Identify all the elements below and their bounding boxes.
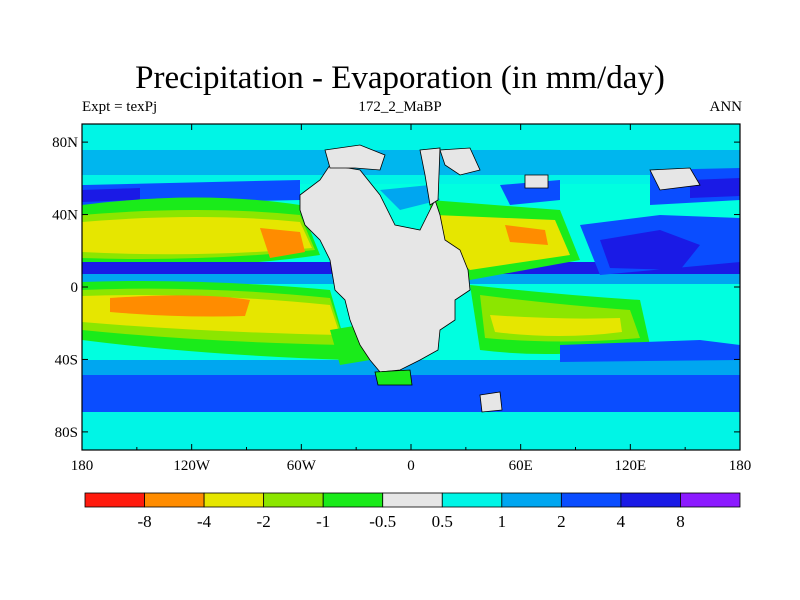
colorbar-swatch [560,492,622,508]
land-masses [299,144,701,413]
lon-tick-label: 60W [287,458,317,474]
colorbar: -8 -4 -2 -1 -0.5 0.5 1 2 4 8 [84,492,741,531]
lat-tick-label: 0 [71,280,79,296]
subtitle-experiment: Expt = texPj [82,99,158,115]
colorbar-label: 8 [676,512,685,531]
contour-fields [82,124,740,450]
lat-tick-label: 40S [55,352,78,368]
lon-tick-label: 120W [173,458,211,474]
colorbar-swatch [263,492,324,508]
map-axis-ticks: 180 120W 60W 0 60E 120E 180 80N 40N 0 40S 80S [52,124,751,474]
colorbar-label: -4 [197,512,212,531]
subtitle-period: 172_2_MaBP [358,99,442,115]
colorbar-label: 0.5 [432,512,453,531]
colorbar-label: 1 [498,512,507,531]
lon-tick-label: 180 [729,458,752,474]
colorbar-swatch [501,492,562,508]
colorbar-swatch [620,492,681,508]
colorbar-swatch [144,492,205,508]
colorbar-swatch [322,492,384,508]
lat-tick-label: 80N [52,135,78,151]
colorbar-swatch [680,492,741,508]
colorbar-swatch [441,492,503,508]
colorbar-label: -0.5 [369,512,396,531]
colorbar-swatch [203,492,265,508]
subtitle-season: ANN [709,99,743,115]
colorbar-swatch [84,492,145,508]
colorbar-label: -8 [137,512,151,531]
lon-tick-label: 180 [71,458,94,474]
colorbar-label: 2 [557,512,566,531]
lon-tick-label: 60E [509,458,533,474]
colorbar-label: -1 [316,512,330,531]
map-plot-area [81,123,741,451]
colorbar-label: 4 [617,512,626,531]
lat-tick-label: 80S [55,425,78,441]
lon-tick-label: 0 [407,458,415,474]
chart-title: Precipitation - Evaporation (in mm/day) [135,60,665,96]
lat-tick-label: 40N [52,208,78,224]
colorbar-swatch [382,492,443,508]
lon-tick-label: 120E [614,458,646,474]
colorbar-label: -2 [257,512,271,531]
